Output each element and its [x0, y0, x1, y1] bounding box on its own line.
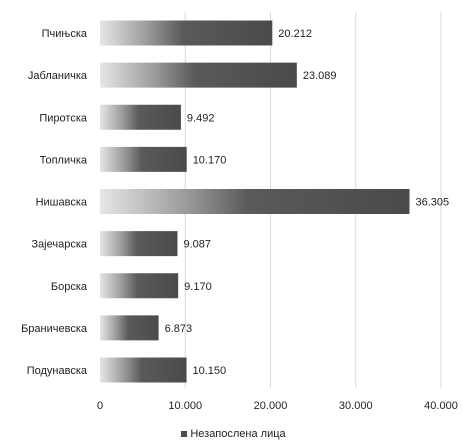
data-label: 20.212 — [278, 28, 312, 40]
labels: 0 10.000 20.000 30.000 40.000 Пчињска 20.212 Ја… — [21, 28, 458, 412]
category-label: Подунавска — [27, 365, 88, 377]
data-label: 9.492 — [187, 112, 215, 124]
bar — [100, 357, 187, 383]
x-tick-label: 10.000 — [168, 400, 202, 412]
bar — [100, 62, 297, 88]
bars — [100, 20, 410, 383]
bar — [100, 189, 410, 214]
category-label: Топличка — [40, 154, 88, 166]
category-label: Браничевска — [21, 323, 88, 335]
category-label: Зајечарска — [31, 239, 87, 251]
data-label: 10.150 — [193, 365, 227, 377]
data-label: 9.087 — [183, 239, 211, 251]
bar — [100, 273, 179, 299]
x-tick-label: 40.000 — [424, 400, 458, 412]
data-label: 23.089 — [303, 70, 337, 82]
data-label: 36.305 — [416, 197, 450, 209]
bar — [100, 315, 159, 341]
legend-label: Незапослена лица — [190, 428, 286, 441]
category-label: Нишавска — [36, 197, 88, 209]
bar — [100, 20, 273, 46]
bar — [100, 146, 187, 172]
bar — [100, 231, 178, 257]
data-label: 6.873 — [165, 323, 193, 335]
legend-swatch — [181, 431, 188, 438]
x-tick-label: 20.000 — [254, 400, 288, 412]
data-label: 9.170 — [184, 281, 212, 293]
category-label: Пчињска — [42, 28, 88, 40]
x-tick-label: 0 — [97, 400, 103, 412]
category-label: Јабланичка — [28, 70, 88, 82]
category-label: Пиротска — [39, 112, 88, 124]
bar — [100, 104, 181, 130]
category-label: Борска — [51, 281, 88, 293]
x-tick-label: 30.000 — [339, 400, 373, 412]
legend: Незапослена лица — [0, 428, 467, 440]
data-label: 10.170 — [193, 154, 227, 166]
